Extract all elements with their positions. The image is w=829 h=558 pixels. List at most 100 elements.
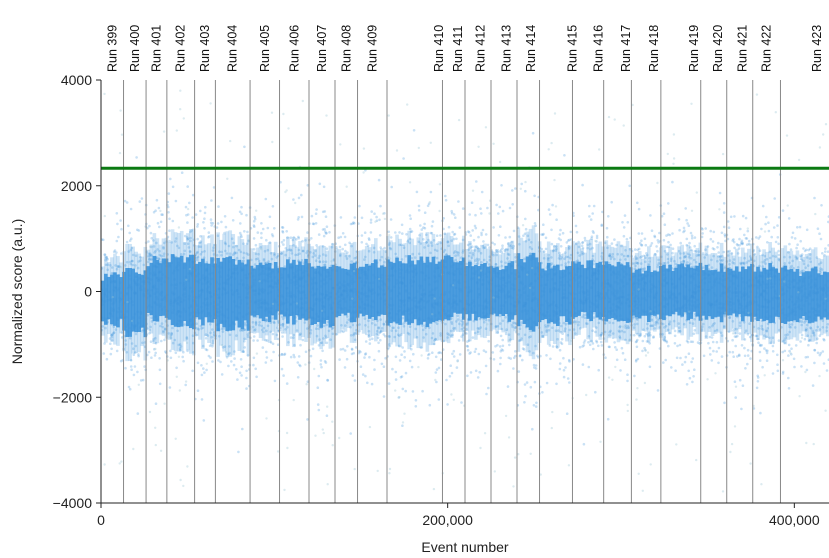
score-point [404, 371, 408, 375]
score-density-column [750, 263, 754, 322]
score-point [375, 215, 378, 219]
score-point [701, 232, 704, 235]
score-density-halo [674, 252, 678, 328]
score-point [670, 277, 673, 281]
score-point [212, 253, 216, 256]
score-point [618, 325, 621, 329]
score-point [181, 355, 184, 359]
score-point [784, 313, 787, 317]
score-point [506, 295, 510, 298]
score-point [329, 323, 332, 327]
score-point [619, 262, 623, 266]
score-point [788, 283, 791, 286]
score-point [457, 251, 460, 255]
score-point [220, 313, 223, 316]
score-point [645, 332, 648, 336]
score-density-halo [374, 238, 378, 342]
score-point [761, 280, 765, 283]
score-point [257, 292, 261, 295]
score-point [625, 317, 629, 321]
score-point [558, 348, 562, 352]
score-point [139, 379, 143, 382]
score-point [379, 246, 383, 249]
score-point [177, 319, 181, 323]
score-point [713, 322, 716, 325]
score-point [626, 221, 630, 224]
score-point [801, 317, 805, 320]
score-point [693, 368, 696, 372]
score-point [740, 296, 743, 299]
score-point [758, 359, 762, 362]
score-point [730, 270, 733, 273]
score-point [682, 259, 685, 263]
score-point [711, 272, 714, 275]
score-point [439, 272, 443, 275]
score-point [765, 335, 768, 339]
score-point [427, 238, 430, 242]
score-point [471, 266, 474, 270]
score-density-halo [101, 266, 105, 336]
score-point [170, 332, 174, 336]
score-point [701, 266, 705, 269]
score-point [433, 288, 437, 291]
score-point [717, 251, 720, 254]
score-point [473, 350, 477, 354]
score-density-halo [146, 249, 151, 330]
score-point [743, 287, 746, 290]
score-point [189, 271, 192, 275]
score-density-column [519, 259, 524, 320]
score-point [380, 255, 384, 259]
score-density-column [264, 263, 269, 317]
score-point [289, 336, 293, 339]
score-point [501, 276, 505, 279]
score-point [607, 345, 611, 349]
score-density-halo [647, 246, 651, 342]
score-point [380, 362, 384, 366]
score-point [408, 307, 411, 311]
score-point [435, 368, 439, 371]
score-point [394, 370, 398, 374]
score-point [293, 275, 297, 279]
score-point [546, 257, 550, 260]
score-density-halo [513, 253, 518, 332]
score-point [564, 269, 567, 273]
score-point [667, 290, 670, 294]
score-point [480, 190, 484, 194]
score-point [702, 270, 705, 274]
score-density-column [167, 262, 172, 320]
score-point [284, 301, 287, 305]
score-point [770, 296, 774, 300]
score-point [257, 292, 261, 295]
score-point [183, 266, 186, 270]
score-point [427, 299, 430, 303]
score-point [720, 315, 723, 319]
score-density-column [404, 263, 408, 322]
score-point [588, 343, 592, 347]
score-point [809, 286, 812, 289]
score-density-column [104, 273, 108, 325]
score-point [191, 271, 194, 274]
score-point [422, 288, 426, 292]
score-density-halo [449, 236, 454, 338]
score-point [273, 252, 276, 255]
score-point [822, 362, 826, 365]
score-point [568, 311, 572, 314]
score-point [444, 260, 447, 263]
score-point [533, 366, 536, 369]
score-point [324, 361, 328, 364]
score-density-column [731, 270, 736, 314]
score-point [299, 364, 302, 368]
score-point [322, 234, 326, 238]
score-point [704, 276, 707, 280]
score-point [190, 323, 194, 327]
score-point [673, 295, 676, 299]
score-point [341, 297, 345, 301]
score-point [270, 279, 274, 283]
score-point [266, 302, 270, 306]
score-point [707, 274, 711, 277]
score-point [475, 280, 479, 284]
score-point [719, 311, 723, 315]
score-point [625, 282, 629, 286]
score-point [639, 288, 643, 292]
score-point [549, 318, 552, 322]
